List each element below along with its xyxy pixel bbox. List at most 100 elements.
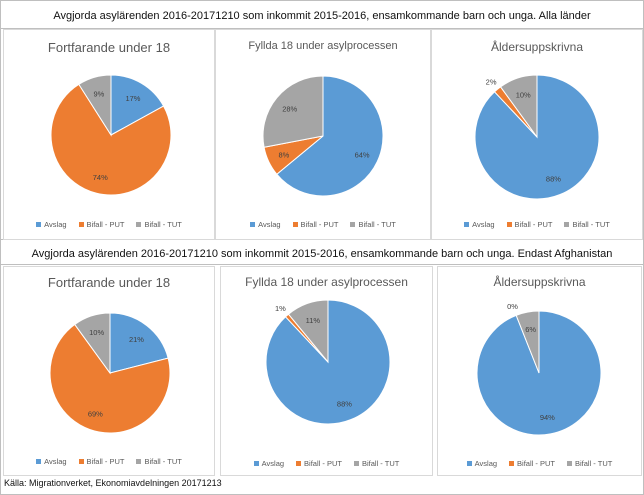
pie-data-label: 11% bbox=[306, 316, 321, 325]
legend-swatch bbox=[136, 221, 142, 227]
pie-chart: 17% 74% 9% bbox=[50, 74, 172, 196]
legend-swatch bbox=[566, 460, 572, 466]
legend-entry: Bifall - TUT bbox=[566, 459, 613, 468]
pie-data-label: 64% bbox=[355, 150, 370, 159]
legend-entry: Bifall - TUT bbox=[136, 457, 182, 466]
legend-entry: Bifall - PUT bbox=[509, 459, 555, 468]
legend-label: Bifall - PUT bbox=[86, 457, 125, 466]
legend-swatch bbox=[564, 221, 570, 227]
legend-swatch bbox=[136, 458, 142, 464]
section-divider bbox=[0, 264, 644, 265]
legend-swatch bbox=[506, 221, 512, 227]
pie-data-label: 88% bbox=[337, 400, 352, 409]
pie-legend: Avslag Bifall - PUT Bifall - TUT bbox=[221, 459, 432, 468]
pie-chart: 64% 8% 28% bbox=[262, 75, 384, 197]
legend-entry: Avslag bbox=[250, 220, 281, 229]
pie-data-label: 0% bbox=[507, 302, 518, 311]
pie-slice bbox=[74, 312, 111, 375]
source-note: Källa: Migrationverket, Ekonomiavdelning… bbox=[4, 478, 222, 488]
pie-panel: Fyllda 18 under asylprocessen 88% 1% 11% Avs… bbox=[220, 266, 433, 476]
pie-title: Fyllda 18 under asylprocessen bbox=[245, 275, 408, 289]
legend-entry: Bifall - TUT bbox=[564, 220, 610, 229]
legend-label: Bifall - TUT bbox=[572, 220, 610, 229]
legend-swatch bbox=[509, 460, 515, 466]
legend-label: Bifall - PUT bbox=[300, 220, 339, 229]
legend-swatch bbox=[78, 458, 84, 464]
legend-label: Bifall - PUT bbox=[517, 459, 555, 468]
legend-swatch bbox=[78, 221, 84, 227]
pie-panel: Åldersuppskrivna 88% 2% 10% Avslag Bifall - P… bbox=[431, 29, 643, 240]
pie-chart: 88% 1% 11% bbox=[265, 299, 391, 425]
legend-label: Bifall - PUT bbox=[304, 459, 342, 468]
legend-label: Bifall - PUT bbox=[86, 220, 125, 229]
pie-title: Åldersuppskrivna bbox=[490, 40, 584, 54]
pie-data-label: 2% bbox=[486, 78, 497, 87]
pie-slice bbox=[515, 310, 540, 374]
legend-swatch bbox=[253, 460, 259, 466]
pie-slice bbox=[50, 83, 172, 196]
pie-slice bbox=[287, 299, 329, 364]
legend-swatch bbox=[350, 221, 356, 227]
pie-slice bbox=[110, 74, 165, 136]
pie-chart: 21% 69% 10% bbox=[49, 312, 171, 434]
pie-legend: Avslag Bifall - PUT Bifall - TUT bbox=[432, 220, 642, 229]
pie-data-label: 10% bbox=[516, 91, 531, 100]
section-title-afghanistan: Avgjorda asylärenden 2016-20171210 som i… bbox=[31, 248, 613, 260]
pie-data-label: 8% bbox=[278, 150, 289, 159]
legend-swatch bbox=[292, 221, 298, 227]
pie-legend: Avslag Bifall - PUT Bifall - TUT bbox=[438, 459, 641, 468]
legend-swatch bbox=[464, 221, 470, 227]
section-title-all-countries: Avgjorda asylärenden 2016-20171210 som i… bbox=[53, 10, 591, 22]
pie-data-label: 1% bbox=[275, 304, 286, 313]
legend-swatch bbox=[353, 460, 359, 466]
pie-chart: 94% 0% 6% bbox=[476, 302, 602, 436]
pie-slice bbox=[49, 323, 171, 434]
pie-title: Åldersuppskrivna bbox=[493, 275, 586, 289]
legend-label: Bifall - TUT bbox=[361, 459, 400, 468]
legend-entry: Bifall - TUT bbox=[350, 220, 396, 229]
pie-slice bbox=[276, 75, 384, 197]
legend-label: Avslag bbox=[472, 220, 495, 229]
legend-swatch bbox=[250, 221, 256, 227]
pie-chart: 88% 2% 10% bbox=[474, 74, 600, 200]
pie-title: Fyllda 18 under asylprocessen bbox=[248, 40, 398, 52]
legend-label: Bifall - TUT bbox=[144, 220, 182, 229]
pie-data-label: 6% bbox=[525, 325, 536, 334]
legend-entry: Bifall - TUT bbox=[353, 459, 400, 468]
legend-entry: Avslag bbox=[466, 459, 498, 468]
pie-panel: Fortfarande under 18 17% 74% 9% Avslag Bifall… bbox=[3, 29, 215, 240]
pie-title: Fortfarande under 18 bbox=[47, 275, 171, 290]
legend-entry: Bifall - PUT bbox=[292, 220, 339, 229]
section-divider bbox=[0, 28, 644, 29]
legend-label: Avslag bbox=[44, 457, 67, 466]
pie-panel: Fortfarande under 18 21% 69% 10% Avslag Bifal… bbox=[3, 266, 215, 476]
pie-legend: Avslag Bifall - PUT Bifall - TUT bbox=[4, 457, 214, 466]
pie-slice bbox=[262, 75, 324, 148]
pie-title: Fortfarande under 18 bbox=[47, 40, 171, 55]
legend-entry: Avslag bbox=[464, 220, 495, 229]
pie-slice bbox=[499, 74, 538, 139]
legend-entry: Avslag bbox=[253, 459, 285, 468]
pie-data-label: 69% bbox=[88, 410, 103, 419]
pie-data-label: 10% bbox=[89, 328, 104, 337]
legend-label: Avslag bbox=[261, 459, 285, 468]
pie-slice bbox=[78, 74, 112, 137]
legend-label: Avslag bbox=[474, 459, 498, 468]
legend-label: Bifall - TUT bbox=[144, 457, 182, 466]
legend-entry: Bifall - PUT bbox=[506, 220, 552, 229]
legend-swatch bbox=[36, 458, 42, 464]
legend-swatch bbox=[466, 460, 472, 466]
legend-label: Bifall - TUT bbox=[358, 220, 396, 229]
legend-entry: Bifall - TUT bbox=[136, 220, 182, 229]
pie-data-label: 17% bbox=[125, 94, 140, 103]
pie-legend: Avslag Bifall - PUT Bifall - TUT bbox=[4, 220, 214, 229]
legend-entry: Avslag bbox=[36, 457, 67, 466]
pie-data-label: 21% bbox=[129, 335, 144, 344]
pie-data-label: 74% bbox=[93, 173, 108, 182]
legend-label: Avslag bbox=[44, 220, 67, 229]
pie-slice bbox=[109, 312, 169, 374]
legend-label: Bifall - TUT bbox=[574, 459, 613, 468]
pie-data-label: 28% bbox=[282, 104, 297, 113]
pie-data-label: 88% bbox=[546, 175, 561, 184]
legend-entry: Bifall - PUT bbox=[78, 220, 125, 229]
